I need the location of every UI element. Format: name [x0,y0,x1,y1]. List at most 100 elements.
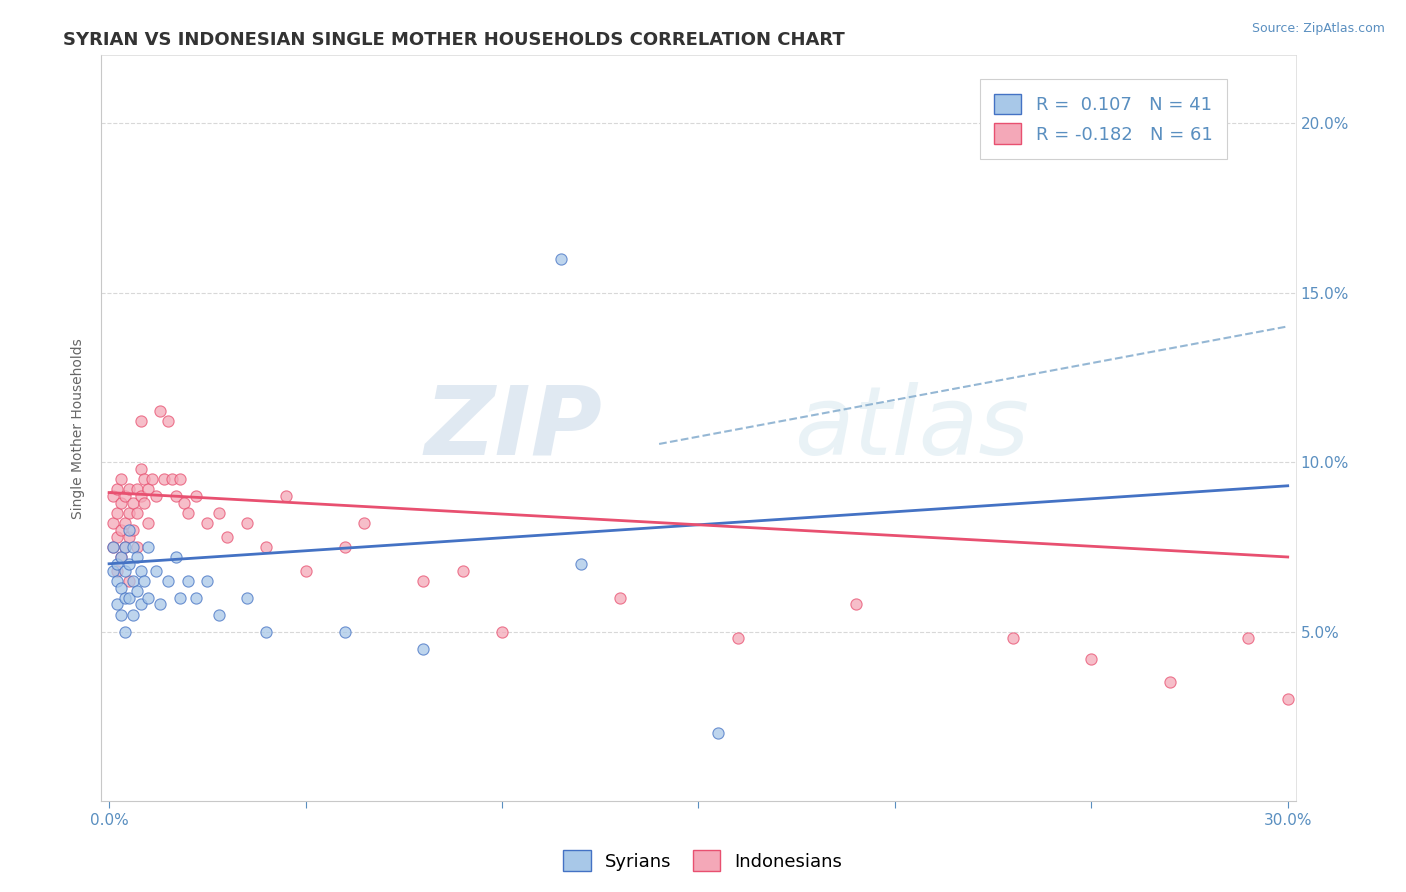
Point [118,530,141,544]
Point [451,564,474,578]
Point [184,489,207,503]
Point [141,472,163,486]
Text: atlas: atlas [794,382,1029,475]
Point [118,523,141,537]
Point [121,574,143,588]
Point [149,404,172,418]
Point [569,557,592,571]
Point [412,574,434,588]
Point [118,574,141,588]
Point [101,516,124,530]
Point [101,564,124,578]
Point [110,607,132,622]
Point [138,516,160,530]
Point [114,564,136,578]
Point [1277,692,1299,706]
Legend: Syrians, Indonesians: Syrians, Indonesians [557,843,849,879]
Point [1080,651,1102,665]
Point [105,557,128,571]
Point [125,482,148,496]
Point [105,530,128,544]
Point [129,414,152,428]
Point [105,598,128,612]
Point [134,472,156,486]
Point [145,489,167,503]
Point [105,564,128,578]
Point [707,726,730,740]
Point [153,472,176,486]
Point [333,540,356,554]
Point [353,516,375,530]
Point [169,591,191,605]
Point [110,581,132,595]
Point [491,624,513,639]
Point [550,252,572,266]
Point [294,564,316,578]
Point [1237,632,1260,646]
Point [176,574,198,588]
Text: SYRIAN VS INDONESIAN SINGLE MOTHER HOUSEHOLDS CORRELATION CHART: SYRIAN VS INDONESIAN SINGLE MOTHER HOUSE… [63,31,845,49]
Point [254,540,277,554]
Point [254,624,277,639]
Point [118,591,141,605]
Point [101,489,124,503]
Point [110,523,132,537]
Point [114,489,136,503]
Point [235,591,257,605]
Point [118,482,141,496]
Point [101,540,124,554]
Y-axis label: Single Mother Households: Single Mother Households [72,338,86,518]
Point [138,482,160,496]
Text: ZIP: ZIP [425,382,603,475]
Point [105,482,128,496]
Point [125,549,148,564]
Point [105,506,128,520]
Point [101,540,124,554]
Point [114,540,136,554]
Point [609,591,631,605]
Point [184,591,207,605]
Point [121,523,143,537]
Text: Source: ZipAtlas.com: Source: ZipAtlas.com [1251,22,1385,36]
Point [412,641,434,656]
Point [195,516,218,530]
Point [114,516,136,530]
Point [208,506,231,520]
Point [138,591,160,605]
Point [274,489,297,503]
Point [1159,675,1181,690]
Point [845,598,868,612]
Point [173,496,195,510]
Point [235,516,257,530]
Point [105,574,128,588]
Point [129,564,152,578]
Point [129,462,152,476]
Point [176,506,198,520]
Point [125,506,148,520]
Point [138,540,160,554]
Point [110,549,132,564]
Point [727,632,749,646]
Point [114,624,136,639]
Point [129,598,152,612]
Point [333,624,356,639]
Point [129,489,152,503]
Point [110,472,132,486]
Point [118,557,141,571]
Point [165,549,187,564]
Point [114,540,136,554]
Point [110,496,132,510]
Point [121,607,143,622]
Point [149,598,172,612]
Point [121,540,143,554]
Point [125,540,148,554]
Point [156,574,179,588]
Point [1001,632,1024,646]
Point [125,583,148,598]
Point [110,549,132,564]
Point [165,489,187,503]
Point [169,472,191,486]
Point [134,574,156,588]
Point [134,496,156,510]
Point [208,607,231,622]
